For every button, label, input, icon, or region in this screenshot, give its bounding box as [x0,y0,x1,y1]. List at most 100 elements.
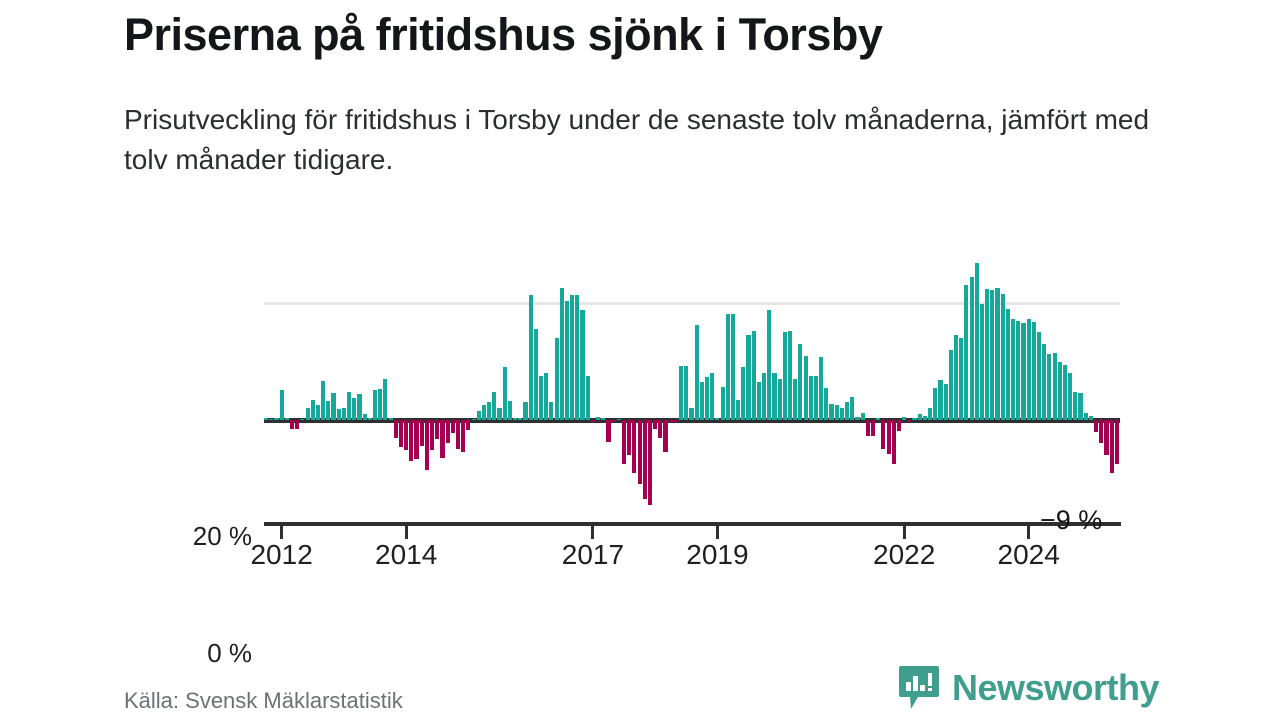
bar [549,402,554,420]
bar [819,356,824,420]
bar [1099,420,1104,444]
x-axis-label: 2024 [997,539,1060,570]
bar [1114,420,1119,464]
bar [627,420,632,456]
bar [533,329,538,420]
bar [1052,352,1057,420]
bar [507,401,512,420]
x-axis-tick [591,526,595,539]
bar [1021,323,1026,420]
x-axis-tick [902,526,906,539]
bar [362,414,367,420]
bar [1062,365,1068,420]
bar [1104,420,1109,456]
x-axis-label: 2019 [686,539,749,570]
bar [1031,322,1036,420]
bar [398,420,403,447]
bar [497,408,502,420]
bar [580,310,585,420]
bar [1026,319,1031,420]
bar [834,405,839,420]
bar [772,373,777,420]
bar [1088,416,1093,420]
bar [564,301,570,420]
bar [782,332,787,420]
bar [538,376,544,420]
bar [326,401,331,420]
gridline-20 [264,302,1120,305]
bar [876,418,881,420]
bar-chart-speech-bubble-icon [898,665,940,711]
bar [699,381,704,420]
page-subtitle: Prisutveckling för fritidshus i Torsby u… [124,104,1150,175]
bar [715,418,720,420]
bar [777,379,782,420]
bar [902,417,907,420]
bar [647,420,653,506]
bar [1000,294,1005,420]
bar [357,394,362,420]
bar [331,393,336,420]
bar [969,276,974,420]
y-axis-tick-20: 20 % [192,521,252,551]
bar [616,418,621,420]
bar [642,420,647,499]
bar [985,288,990,420]
bar [793,379,798,420]
bar [756,381,761,420]
bar [310,399,315,420]
bar [829,403,834,420]
bar [1057,361,1062,420]
bar [933,387,938,420]
bar [466,420,471,430]
bar [419,420,424,447]
bar [289,420,295,429]
bar [653,420,658,429]
x-axis-label: 2014 [374,539,438,570]
bar [336,408,341,420]
last-value-label: −9 % [1040,504,1103,535]
bar [544,373,549,420]
bar [1042,343,1047,420]
bar [575,294,580,420]
bar [787,331,793,420]
bar [440,420,445,459]
bar [300,418,305,420]
bar [435,420,440,439]
bar [295,420,300,430]
bar [870,420,876,437]
bar [341,408,346,420]
bar [813,376,819,420]
bar [596,417,601,420]
bar [632,420,637,473]
bar [476,411,481,420]
source-note: Källa: Svensk Mäklarstatistik [124,688,403,713]
bar [461,420,466,453]
bar [803,355,808,420]
bar [959,338,964,420]
bar [621,420,627,464]
bar [279,389,284,420]
bar [928,408,933,420]
bar [606,420,611,442]
zero-line [264,418,1120,423]
bar [518,417,523,420]
bar [953,335,959,420]
plot-area [264,236,1120,526]
bar [585,376,590,420]
bar [1005,308,1010,420]
bar [865,420,870,437]
bar [948,349,953,420]
brand-name: Newsworthy [952,667,1160,708]
bar [720,386,725,420]
bar [995,288,1000,420]
bar [767,310,772,420]
bar [886,420,891,454]
bar [855,417,860,420]
bar [663,420,668,453]
bar [746,335,751,420]
bar [513,418,518,420]
bar [393,420,398,438]
bar [741,367,746,420]
